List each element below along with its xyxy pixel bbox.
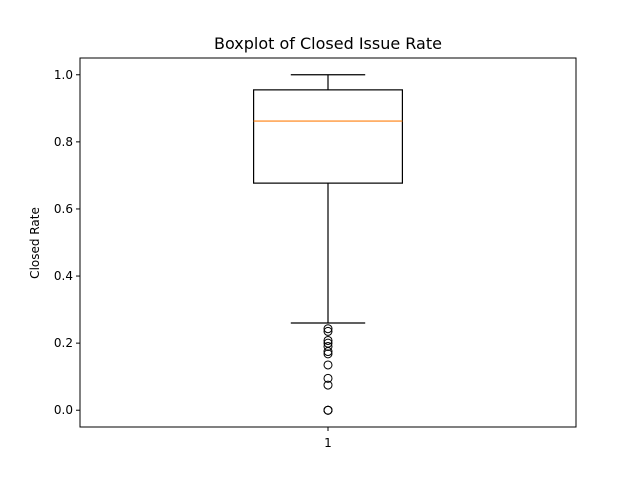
y-tick-label: 1.0 [54,68,73,82]
y-axis-label: Closed Rate [28,207,42,279]
outlier-point [323,324,333,334]
y-tick-label: 0.8 [54,135,73,149]
y-tick-label: 0.0 [54,403,73,417]
outlier-point [323,360,333,370]
outlier-point [323,335,333,345]
plot-area: 0.0 0.2 0.4 0.6 0.8 1.0 1 [54,68,404,450]
outlier-point [323,341,333,351]
outlier-point [323,326,333,336]
outlier-point [323,405,333,415]
axes-frame [79,57,577,428]
x-tick-label: 1 [324,436,332,450]
outlier-point [323,349,333,359]
iqr-box [253,89,404,184]
y-tick-label: 0.6 [54,202,73,216]
y-tick-label: 0.4 [54,269,73,283]
outlier-point [323,373,333,383]
outlier-point [323,380,333,390]
y-tick-label: 0.2 [54,336,73,350]
outlier-point [323,347,333,357]
chart-title: Boxplot of Closed Issue Rate [214,34,442,53]
